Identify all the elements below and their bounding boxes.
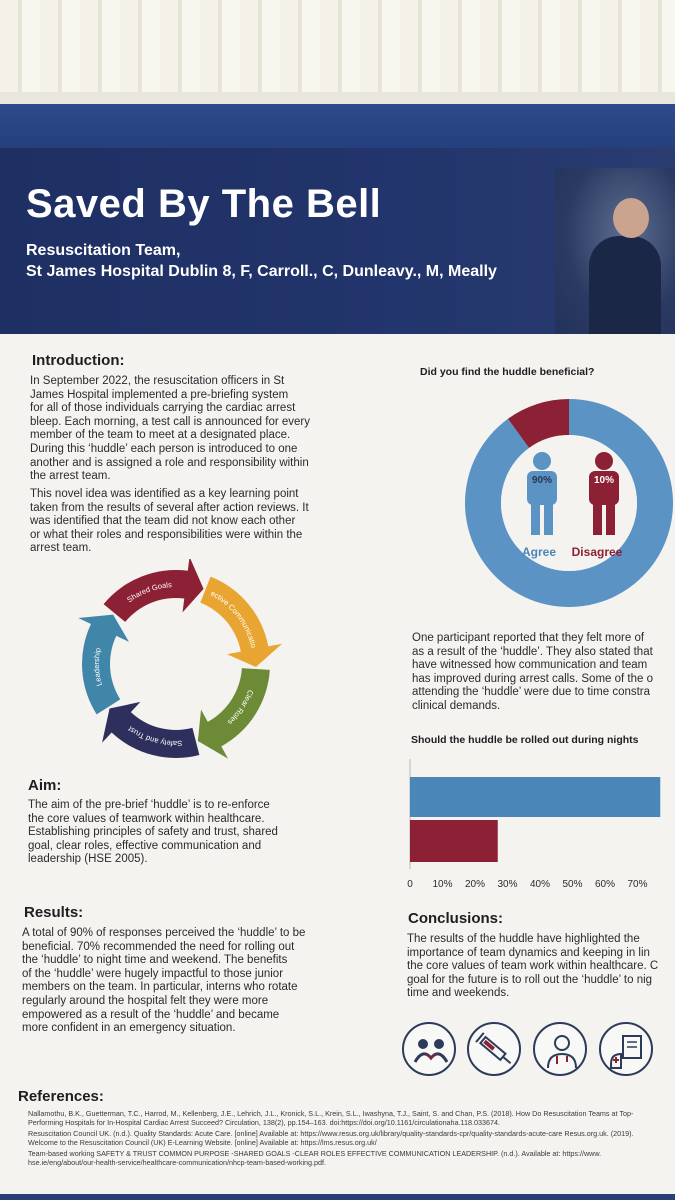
syringe-icon bbox=[467, 1022, 521, 1076]
intro-line: During this ‘huddle’ each person is intr… bbox=[30, 442, 298, 455]
huddle-beneficial-donut-chart: 90% 10% Agree Disagree bbox=[465, 399, 673, 607]
x-tick-label: 0 bbox=[407, 879, 413, 889]
rollout-bar-1 bbox=[410, 820, 498, 862]
poster-top-band bbox=[0, 104, 675, 148]
discussion-line: clinical demands. bbox=[412, 699, 501, 712]
references-list: Nallamothu, B.K., Guetterman, T.C., Harr… bbox=[28, 1109, 658, 1169]
teamwork-cycle-diagram: Shared GoalsEffective CommunicationsClea… bbox=[60, 559, 283, 759]
cycle-arrow-effective-communications bbox=[200, 576, 283, 668]
aim-text: The aim of the pre-brief ‘huddle’ is to … bbox=[28, 799, 368, 867]
intro-line: the arrest team. bbox=[30, 470, 111, 483]
aim-heading: Aim: bbox=[28, 777, 62, 794]
conclusions-text: The results of the huddle have highlight… bbox=[407, 933, 675, 1001]
aim-line: The aim of the pre-brief ‘huddle’ is to … bbox=[28, 799, 270, 811]
intro-line: or what their roles and responsibilities… bbox=[30, 528, 303, 541]
intro-line: James Hospital implemented a pre-briefin… bbox=[30, 388, 289, 401]
results-line: empowered as a result of the ‘huddle’ an… bbox=[22, 1008, 280, 1021]
discussion-line: as a result of the ‘huddle’. They also s… bbox=[412, 645, 653, 658]
cycle-arrow-shared-goals bbox=[103, 559, 204, 622]
poster-subtitle: Resuscitation Team, St James Hospital Du… bbox=[26, 240, 586, 282]
nurse-photo bbox=[555, 168, 675, 334]
huddle-beneficial-chart-title: Did you find the huddle beneficial? bbox=[420, 366, 595, 378]
nurse-head bbox=[613, 198, 649, 238]
results-heading: Results: bbox=[24, 904, 84, 921]
poster-header bbox=[0, 148, 675, 334]
results-line: members on the team. In particular, inte… bbox=[22, 981, 298, 994]
results-line: of the ‘huddle’ were hugely impactful to… bbox=[22, 967, 284, 980]
disagree-legend-label: Disagree bbox=[572, 545, 623, 559]
aim-line: Establishing principles of safety and tr… bbox=[28, 826, 278, 839]
poster-title: Saved By The Bell bbox=[26, 182, 382, 226]
x-tick-label: 70% bbox=[627, 879, 647, 889]
x-tick-label: 20% bbox=[465, 879, 485, 889]
reference-item: Team-based working SAFETY & TRUST COMMON… bbox=[28, 1149, 602, 1167]
intro-line: member of the team to meet at a designat… bbox=[30, 429, 291, 442]
discussion-line: One participant reported that they felt … bbox=[412, 632, 645, 644]
results-line: A total of 90% of responses perceived th… bbox=[22, 927, 306, 939]
cycle-arrow-safety-and-trust bbox=[102, 701, 200, 758]
cycle-label: Leadership bbox=[92, 647, 104, 687]
results-line: regularly around the hospital felt they … bbox=[22, 994, 269, 1007]
cycle-arrow-leadership bbox=[78, 614, 129, 715]
discussion-line: attending the ‘huddle’ were due to time … bbox=[412, 686, 651, 699]
nurse-body bbox=[589, 236, 661, 334]
discussion-line: have witnessed how communication and tea… bbox=[412, 659, 648, 672]
conclusions-line: importance of team dynamics and keeping … bbox=[407, 946, 650, 959]
intro-line: This novel idea was identified as a key … bbox=[30, 488, 299, 500]
intro-line: bleep. Each morning, a test call is anno… bbox=[30, 415, 310, 428]
subtitle-line-1: Resuscitation Team, bbox=[26, 242, 181, 259]
conclusions-line: The results of the huddle have highlight… bbox=[407, 933, 640, 945]
conclusions-line: time and weekends. bbox=[407, 987, 510, 1000]
donut-slice-disagree bbox=[507, 399, 569, 448]
conclusions-heading: Conclusions: bbox=[408, 910, 504, 927]
introduction-paragraph-2: This novel idea was identified as a key … bbox=[30, 488, 370, 556]
rollout-bar-chart: 0 10% 20% 30% 40% 50% 60% 70% bbox=[407, 759, 661, 889]
nurse-checklist-icon bbox=[599, 1022, 653, 1076]
intro-line: another and is assigned a role and respo… bbox=[30, 456, 309, 469]
agree-person-figure bbox=[527, 452, 557, 535]
x-tick-label: 40% bbox=[530, 879, 550, 889]
introduction-paragraph-1: In September 2022, the resuscitation off… bbox=[30, 375, 370, 484]
x-tick-label: 50% bbox=[562, 879, 582, 889]
disagree-person-figure bbox=[589, 452, 619, 535]
x-tick-label: 10% bbox=[432, 879, 452, 889]
subtitle-line-2: St James Hospital Dublin 8, F, Carroll.,… bbox=[26, 263, 497, 280]
team-huddle-icon bbox=[402, 1022, 456, 1076]
x-tick-label: 30% bbox=[497, 879, 517, 889]
rollout-bar-0 bbox=[410, 777, 661, 817]
x-tick-label: 60% bbox=[595, 879, 615, 889]
rollout-chart-title: Should the huddle be rolled out during n… bbox=[411, 734, 639, 746]
reference-item: Resuscitation Council UK. (n.d.). Qualit… bbox=[28, 1129, 634, 1147]
aim-line: leadership (HSE 2005). bbox=[28, 853, 148, 866]
conclusions-line: goal for the future is to roll out the ‘… bbox=[407, 973, 653, 986]
discussion-line: has improved during arrest calls. Some o… bbox=[412, 672, 653, 685]
aim-line: the core values of teamwork within healt… bbox=[28, 812, 265, 825]
poster: Saved By The Bell Resuscitation Team, St… bbox=[0, 104, 675, 1200]
intro-line: was identified that the team did not kno… bbox=[30, 515, 296, 528]
reference-item: Nallamothu, B.K., Guetterman, T.C., Harr… bbox=[28, 1109, 634, 1127]
results-line: the ‘huddle’ to night time and weekend. … bbox=[22, 954, 288, 967]
results-line: more confident in an emergency situation… bbox=[22, 1022, 236, 1035]
poster-footer-band bbox=[0, 1194, 675, 1200]
results-line: beneficial. 70% recommended the need for… bbox=[22, 940, 295, 953]
aim-line: goal, clear roles, effective communicati… bbox=[28, 839, 262, 852]
intro-line: arrest team. bbox=[30, 542, 92, 555]
disagree-percent-label: 10% bbox=[594, 475, 614, 486]
intro-line: for all of those individuals carrying th… bbox=[30, 402, 296, 415]
agree-percent-label: 90% bbox=[532, 475, 552, 486]
agree-legend-label: Agree bbox=[522, 545, 556, 559]
references-heading: References: bbox=[18, 1088, 104, 1105]
cycle-arrow-clear-roles bbox=[197, 668, 270, 759]
intro-line: In September 2022, the resuscitation off… bbox=[30, 375, 285, 387]
doctor-icon bbox=[533, 1022, 587, 1076]
introduction-heading: Introduction: bbox=[32, 352, 125, 369]
conclusions-line: the core values of team work within heal… bbox=[407, 960, 659, 973]
results-text: A total of 90% of responses perceived th… bbox=[22, 927, 372, 1036]
discussion-text: One participant reported that they felt … bbox=[412, 632, 675, 714]
donut-slice-agree bbox=[465, 399, 673, 607]
intro-line: taken from the results of several after … bbox=[30, 501, 309, 514]
